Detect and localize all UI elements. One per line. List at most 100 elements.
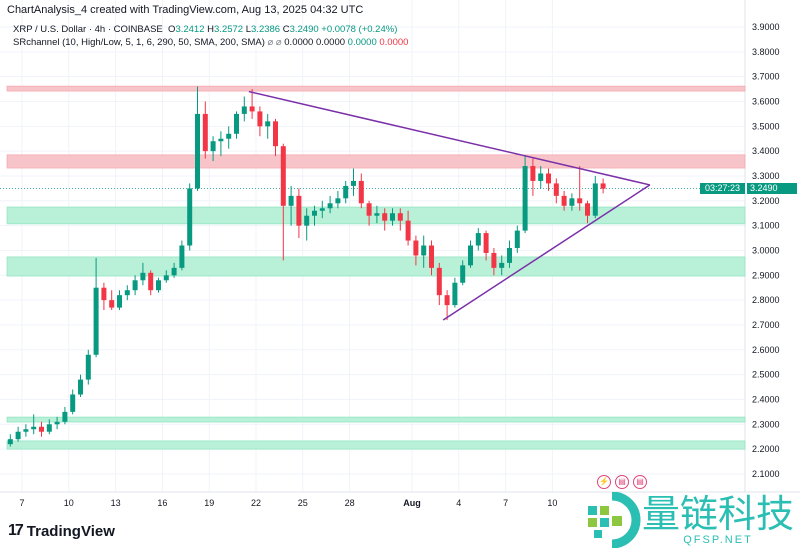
candle-up <box>15 431 21 440</box>
candle-up <box>171 267 177 276</box>
candle-up <box>132 280 138 291</box>
candle-up <box>187 188 193 246</box>
high-label: H <box>207 24 215 35</box>
candle-down <box>429 245 434 268</box>
candle-down <box>257 111 263 127</box>
y-tick-label: 3.6000 <box>752 96 780 106</box>
us-flag-icon[interactable]: ▤ <box>615 475 629 489</box>
candle-up <box>31 426 37 430</box>
candle-up <box>117 295 122 308</box>
candle-down <box>585 203 590 216</box>
watermark-en: QFSP.NET <box>683 534 753 546</box>
y-tick-label: 2.4000 <box>752 394 780 404</box>
y-tick-label: 3.9000 <box>752 22 780 32</box>
open-value: 3.2412 <box>175 24 205 35</box>
candle-up <box>452 282 458 306</box>
candle-down <box>561 195 567 206</box>
candle-up <box>390 213 395 221</box>
candles <box>7 86 606 447</box>
candle-up <box>514 230 520 248</box>
y-tick-label: 2.3000 <box>752 419 780 429</box>
indicator-icons: ⌀ ⌀ <box>267 37 282 48</box>
trendline[interactable] <box>442 184 651 321</box>
time-axis[interactable]: 7 10 13 16 19 22 25 28 Aug 4 7 10 <box>19 498 557 508</box>
x-tick-label: Aug <box>403 498 421 508</box>
candle-down <box>382 213 388 221</box>
candle-up <box>7 439 13 445</box>
candle-down <box>483 233 489 253</box>
candle-up <box>241 106 247 114</box>
candle-down <box>530 166 536 181</box>
x-tick-label: 25 <box>298 498 308 508</box>
candle-down <box>280 146 286 206</box>
indicator-value-4: 0.0000 <box>379 37 409 48</box>
price-axis[interactable]: 3.9000 3.8000 3.7000 3.6000 3.5000 3.4000 3.30… <box>752 22 780 479</box>
indicator-value-2: 0.0000 <box>315 37 346 48</box>
candle-up <box>374 213 380 216</box>
change-value: +0.0078 (+0.24%) <box>321 24 398 35</box>
candle-up <box>421 245 427 256</box>
trendline[interactable] <box>248 90 651 186</box>
indicator-name[interactable]: SRchannel (10, High/Low, 5, 1, 6, 290, 5… <box>13 37 265 48</box>
candle-up <box>312 210 317 216</box>
candle-down <box>546 173 551 184</box>
candle-up <box>468 245 473 266</box>
qfsp-logo-icon <box>588 492 641 548</box>
tradingview-mark-icon: 17 <box>8 522 24 539</box>
x-tick-label: 10 <box>64 498 74 508</box>
indicator-value-1: 0.0000 <box>284 37 314 48</box>
x-tick-label: 4 <box>456 498 461 508</box>
candle-up <box>499 262 505 268</box>
candle-up <box>93 287 99 355</box>
candle-down <box>202 113 208 152</box>
x-tick-label: 19 <box>204 498 214 508</box>
candle-down <box>273 121 278 147</box>
support-zone <box>6 416 746 423</box>
candle-down <box>436 267 442 296</box>
y-tick-label: 3.1000 <box>752 221 780 231</box>
candle-up <box>319 208 325 211</box>
lightning-icon[interactable]: ⚡ <box>597 475 611 489</box>
candle-down <box>397 213 403 221</box>
y-tick-label: 2.9000 <box>752 270 780 280</box>
last-price: 3.2490 <box>750 183 778 193</box>
candle-up <box>156 280 161 291</box>
watermark-cn: 量链科技 <box>642 492 795 536</box>
y-tick-label: 2.8000 <box>752 295 780 305</box>
event-markers: ⚡ ▤ ▤ <box>597 475 647 489</box>
x-tick-label: 16 <box>157 498 167 508</box>
candle-down <box>600 183 606 189</box>
trendlines[interactable] <box>248 90 651 321</box>
x-tick-label: 28 <box>345 498 355 508</box>
candle-up <box>62 411 68 422</box>
us-flag-icon[interactable]: ▤ <box>633 475 647 489</box>
logo-text: TradingView <box>26 522 115 540</box>
candle-up <box>475 233 481 246</box>
bar-countdown-label: 03:27:23 <box>700 183 745 194</box>
candle-up <box>179 245 185 268</box>
y-tick-label: 3.7000 <box>752 72 780 82</box>
watermark: 量链科技 QFSP.NET <box>582 492 794 548</box>
close-label: C <box>282 24 290 35</box>
candle-up <box>70 394 76 412</box>
y-tick-label: 3.0000 <box>752 245 780 255</box>
tradingview-logo[interactable]: 17 TradingView <box>8 522 115 540</box>
candle-up <box>569 198 575 206</box>
candle-up <box>335 198 341 204</box>
symbol-name[interactable]: XRP / U.S. Dollar · 4h · COINBASE <box>13 24 163 35</box>
candle-up <box>522 166 528 231</box>
candle-down <box>101 287 107 301</box>
x-tick-label: 13 <box>111 498 121 508</box>
resistance-zone <box>6 154 746 169</box>
high-value: 3.2572 <box>214 24 244 35</box>
candle-up <box>23 429 29 432</box>
candle-up <box>163 275 169 281</box>
y-tick-label: 2.7000 <box>752 320 780 330</box>
candle-up <box>351 180 356 186</box>
candle-up <box>327 203 333 209</box>
x-tick-label: 7 <box>19 498 24 508</box>
candle-up <box>78 379 83 395</box>
open-label: O <box>168 24 176 35</box>
support-zone <box>6 256 746 277</box>
